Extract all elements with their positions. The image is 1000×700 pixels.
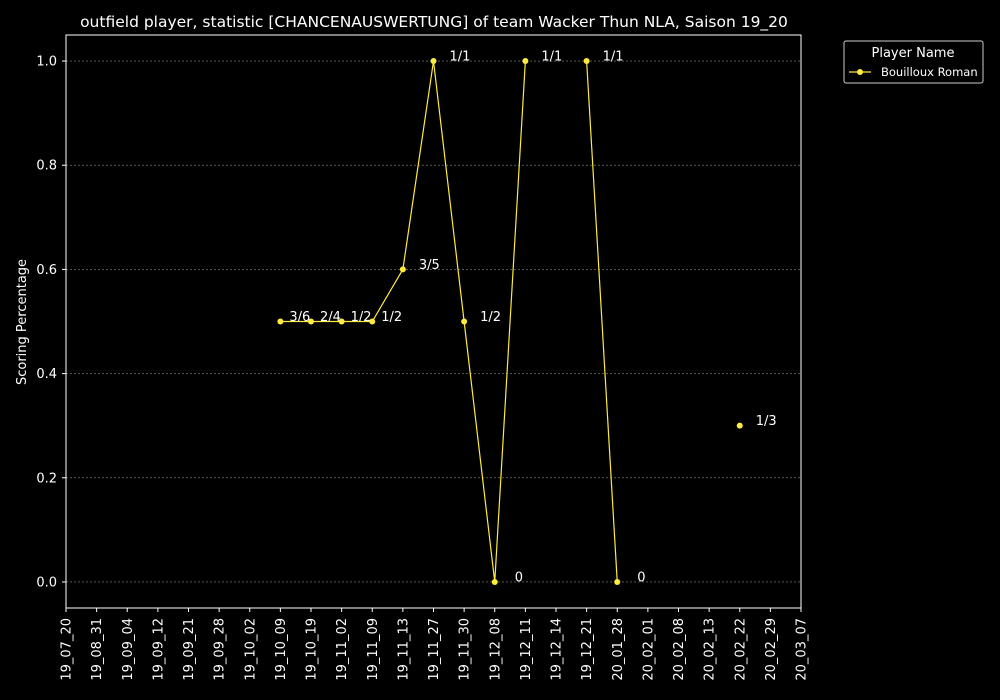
series-line: [586, 61, 618, 582]
data-point: [491, 578, 498, 585]
y-axis: 0.0 0.2 0.4 0.6 0.8 1.0: [36, 55, 66, 590]
data-label: 1/1: [450, 50, 471, 65]
data-point: [308, 318, 314, 325]
data-point: [614, 578, 621, 585]
x-tick-label: 20_02_13: [703, 618, 718, 681]
x-tick-label: 20_02_08: [672, 618, 687, 681]
plot-area-frame: [65, 34, 802, 609]
y-tick-label: 0.0: [36, 575, 57, 590]
x-tick-label: 20_02_29: [764, 618, 779, 681]
data-label: 0: [515, 570, 523, 585]
data-point: [338, 318, 345, 325]
grid-lines: [66, 60, 801, 583]
data-point: [430, 58, 437, 65]
x-tick-label: 19_07_20: [60, 618, 75, 681]
x-tick-label: 19_10_19: [305, 618, 320, 681]
data-label: 1/2: [381, 310, 402, 325]
x-axis: 19_07_20 19_08_31 19_09_04 19_09_12 19_09_21…: [60, 608, 810, 681]
data-label: 0: [637, 570, 645, 585]
x-tick-label: 20_02_01: [641, 618, 656, 681]
data-point: [369, 318, 376, 325]
x-tick-label: 19_11_30: [458, 618, 473, 681]
x-tick-label: 19_09_21: [182, 618, 197, 681]
data-label: 1/2: [480, 310, 501, 325]
y-tick-label: 0.2: [36, 471, 57, 486]
x-tick-label: 19_09_28: [213, 618, 228, 681]
x-tick-label: 19_12_11: [519, 618, 534, 681]
x-tick-label: 19_12_14: [550, 618, 565, 681]
x-tick-label: 19_12_08: [488, 618, 503, 681]
x-tick-label: 19_11_09: [366, 618, 381, 681]
x-tick-label: 19_11_13: [396, 618, 411, 681]
data-label: 1/1: [603, 50, 624, 65]
x-tick-label: 20_02_22: [733, 618, 748, 681]
data-point: [522, 58, 529, 65]
data-label: 2/4: [320, 310, 341, 325]
x-tick-label: 19_09_12: [151, 618, 166, 681]
data-point: [399, 266, 406, 273]
x-tick-label: 19_09_04: [121, 618, 136, 681]
x-tick-label: 19_10_02: [243, 618, 258, 681]
x-tick-label: 19_12_21: [580, 618, 595, 681]
y-tick-label: 0.8: [36, 159, 57, 174]
y-tick-label: 1.0: [36, 55, 57, 70]
data-label: 3/6: [289, 310, 310, 325]
x-tick-label: 19_10_09: [274, 618, 289, 681]
x-tick-label: 19_11_27: [427, 618, 442, 681]
data-label: 1/2: [351, 310, 372, 325]
y-tick-label: 0.6: [36, 263, 57, 278]
legend: Player Name Bouilloux Roman: [843, 40, 984, 84]
series-layer: 3/6 2/4 1/2 1/2 3/5 1/1 1/2 0 1/1 1/1 0 1/3: [277, 50, 777, 585]
y-axis-label: Scoring Percentage: [15, 259, 30, 385]
data-label: 1/3: [756, 414, 777, 429]
chart-title: outfield player, statistic [CHANCENAUSWE…: [80, 13, 788, 32]
legend-box: [843, 40, 984, 84]
data-label: 3/5: [419, 258, 440, 273]
x-tick-label: 19_08_31: [90, 618, 105, 681]
legend-swatch-marker: [857, 69, 863, 75]
legend-title: Player Name: [872, 46, 955, 61]
data-label: 1/1: [541, 50, 562, 65]
data-point: [277, 318, 284, 325]
y-tick-label: 0.4: [36, 367, 57, 382]
data-point: [583, 58, 590, 65]
x-tick-label: 19_11_02: [335, 618, 350, 681]
legend-entry-label: Bouilloux Roman: [881, 65, 978, 79]
data-point: [736, 422, 743, 429]
x-tick-label: 20_03_07: [795, 618, 810, 681]
data-point: [461, 318, 468, 325]
x-tick-label: 20_01_28: [611, 618, 626, 681]
